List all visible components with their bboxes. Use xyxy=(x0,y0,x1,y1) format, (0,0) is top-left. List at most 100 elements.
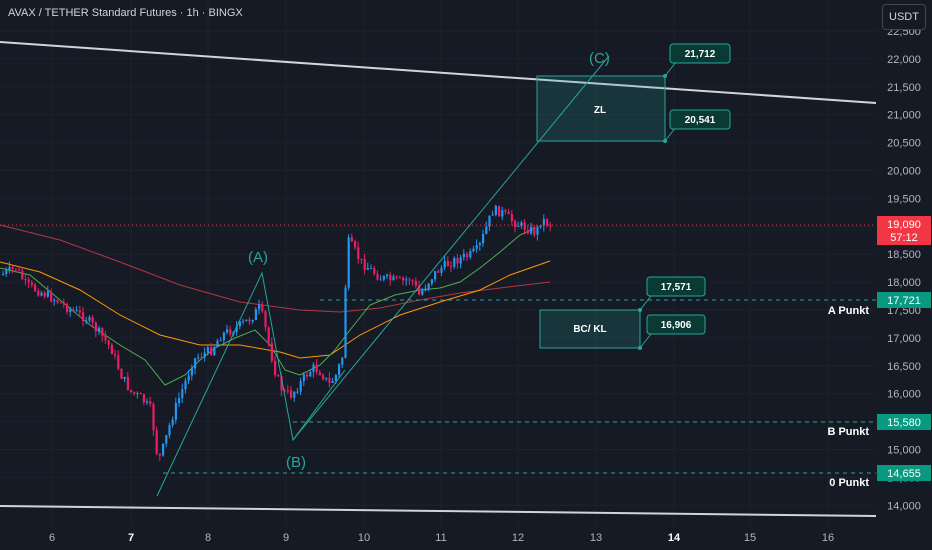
zl-label: ZL xyxy=(594,105,606,116)
bc-kl-rectangle[interactable] xyxy=(539,309,641,349)
price-tick-label: 21,500 xyxy=(887,82,921,94)
bc-kl-upper-callout: 17,571 xyxy=(661,282,692,293)
candle-body xyxy=(280,376,283,391)
elliott-wave-drawing[interactable]: (A) (B) (C) xyxy=(156,50,610,497)
price-tick-label: 22,000 xyxy=(887,54,921,66)
candle-body xyxy=(392,276,395,281)
candle-body xyxy=(536,226,539,235)
countdown-timer: 57:12 xyxy=(890,232,918,244)
candle-body xyxy=(216,340,219,347)
candle-body xyxy=(11,266,14,269)
candle-body xyxy=(30,282,33,285)
candle-body xyxy=(466,253,469,258)
candle-body xyxy=(322,375,325,380)
candle-body xyxy=(184,380,187,390)
candle-body xyxy=(242,321,245,323)
candle-body xyxy=(507,211,510,215)
candle-body xyxy=(69,309,72,312)
zl-lower-handle[interactable] xyxy=(663,139,667,143)
time-axis[interactable]: 6 7 8 9 10 11 12 13 14 15 16 xyxy=(49,532,834,544)
candle-body xyxy=(126,376,129,390)
candle-body xyxy=(306,374,309,377)
zl-upper-callout: 21,712 xyxy=(685,49,716,60)
candle-body xyxy=(21,270,24,280)
candle-body xyxy=(56,300,59,303)
currency-button[interactable]: USDT xyxy=(882,4,926,30)
candle-body xyxy=(181,389,184,398)
candle-body xyxy=(187,375,190,381)
candle-body xyxy=(98,327,101,332)
upper-trendline[interactable] xyxy=(0,41,877,104)
candle-body xyxy=(482,233,485,244)
candle-body xyxy=(533,226,536,235)
candle-body xyxy=(408,279,411,281)
candle-body xyxy=(101,327,104,336)
green-moving-average xyxy=(0,227,536,386)
candle-body xyxy=(386,274,389,277)
candle-body xyxy=(213,346,216,355)
candle-body xyxy=(382,276,385,280)
bc-kl-lower-handle[interactable] xyxy=(638,346,642,350)
zl-upper-callout-line xyxy=(664,61,677,77)
zl-zone[interactable]: ZL 21,712 20,541 xyxy=(536,43,731,143)
candle-body xyxy=(379,279,382,281)
candle-body xyxy=(27,279,30,283)
candle-body xyxy=(315,364,318,373)
candle-body xyxy=(344,287,347,358)
price-tick-label: 18,000 xyxy=(887,277,921,289)
a-punkt-price: 17,721 xyxy=(887,295,921,307)
candle-body xyxy=(325,377,328,380)
candle-body xyxy=(296,391,299,393)
price-tick-label: 20,500 xyxy=(887,138,921,150)
bc-kl-upper-callout-box xyxy=(646,276,706,297)
candle-body xyxy=(94,322,97,332)
candle-body xyxy=(363,258,366,270)
candle-body xyxy=(5,270,8,274)
candle-body xyxy=(194,358,197,369)
time-tick-label: 11 xyxy=(435,532,446,544)
candle-body xyxy=(235,326,238,333)
time-tick-label: 13 xyxy=(590,532,602,544)
candle-body xyxy=(152,404,155,431)
candle-body xyxy=(66,304,69,312)
candle-body xyxy=(91,317,94,323)
candle-body xyxy=(434,271,437,280)
candle-body xyxy=(110,344,113,355)
candle-body xyxy=(46,291,49,297)
candle-body xyxy=(290,390,293,398)
trendlines xyxy=(0,41,877,517)
price-tick-label: 17,000 xyxy=(887,333,921,345)
candle-body xyxy=(424,288,427,291)
candle-body xyxy=(245,319,248,322)
candle-body xyxy=(136,393,139,395)
candle-body xyxy=(165,435,168,444)
bc-kl-upper-callout-line xyxy=(639,295,652,311)
bc-kl-label: BC/ KL xyxy=(573,324,606,335)
candle-body xyxy=(341,357,344,365)
candle-body xyxy=(334,374,337,381)
bc-kl-zone[interactable]: BC/ KL 17,571 16,906 xyxy=(539,276,706,350)
bc-kl-upper-handle[interactable] xyxy=(638,308,642,312)
candle-body xyxy=(328,377,331,383)
candle-body xyxy=(14,268,17,270)
zl-rectangle[interactable] xyxy=(536,75,666,142)
candle-body xyxy=(258,304,261,310)
candle-body xyxy=(270,343,273,361)
candle-body xyxy=(472,248,475,252)
price-tick-label: 14,000 xyxy=(887,500,921,512)
zl-lower-callout-box xyxy=(669,109,731,130)
zl-upper-handle[interactable] xyxy=(663,74,667,78)
candle-body xyxy=(286,390,289,392)
candle-body xyxy=(549,225,552,227)
candle-body xyxy=(443,261,446,268)
bc-kl-lower-callout-box xyxy=(646,314,706,335)
candle-body xyxy=(318,372,321,376)
b-punkt-price: 15,580 xyxy=(887,417,921,429)
candle-body xyxy=(203,352,206,358)
candle-body xyxy=(75,310,78,312)
lower-trendline[interactable] xyxy=(0,505,877,517)
candle-body xyxy=(149,401,152,405)
candle-body xyxy=(293,391,296,398)
